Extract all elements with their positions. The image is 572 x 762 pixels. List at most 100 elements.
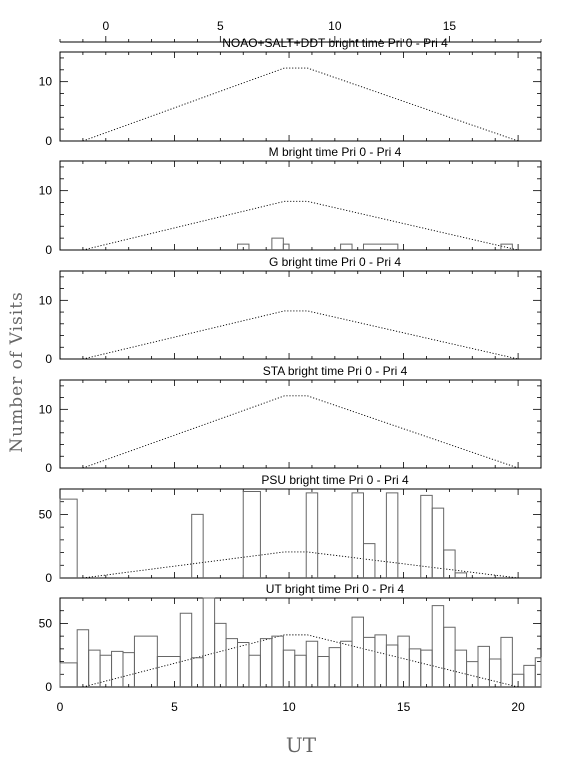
panel-frame	[59, 597, 542, 688]
histogram-bar	[408, 648, 422, 687]
histogram-bar	[362, 543, 376, 578]
histogram-bar	[351, 492, 364, 578]
histogram-bar	[523, 664, 536, 687]
histogram-bar	[477, 645, 490, 687]
y-tick-label: 0	[45, 243, 52, 257]
y-tick-label: 10	[39, 75, 53, 89]
histogram-bar	[340, 640, 353, 687]
histogram-bar	[443, 549, 456, 578]
top-axis-label: 0	[102, 19, 109, 33]
y-tick-label: 50	[39, 507, 53, 521]
histogram-bar	[385, 492, 399, 578]
histogram-bar	[305, 640, 319, 687]
series-line	[82, 67, 519, 142]
histogram-bar	[500, 243, 513, 250]
histogram-bar	[420, 649, 433, 687]
panel-frame	[59, 488, 542, 579]
figure-ylabel: Number of Visits	[7, 291, 27, 452]
panel-4: PSU bright time Pri 0 - Pri 4 0 50	[39, 473, 542, 585]
histogram-bar	[214, 622, 227, 687]
y-tick-label: 0	[45, 134, 52, 148]
histogram-bar	[59, 662, 78, 687]
top-axis-label: 15	[443, 19, 457, 33]
histogram-bar	[374, 634, 387, 687]
histogram-bar	[431, 605, 445, 687]
y-tick-label: 50	[39, 616, 53, 630]
histogram-bar	[133, 635, 158, 687]
panel-5: UT bright time Pri 0 - Pri 4 0 50	[39, 582, 542, 694]
histogram-bar	[328, 647, 342, 687]
series-line	[82, 395, 519, 469]
top-axis-label: 5	[217, 19, 224, 33]
histogram-bar	[454, 649, 468, 687]
panel-title: STA bright time Pri 0 - Pri 4	[263, 364, 408, 378]
y-tick-label: 10	[39, 293, 53, 307]
top-axis: 0 5 10 15	[59, 19, 542, 43]
histogram-bar	[225, 638, 239, 687]
histogram-bar	[191, 657, 204, 687]
histogram-bar	[500, 636, 513, 687]
histogram-bar	[420, 494, 433, 578]
bottom-axis-label: 20	[511, 700, 525, 714]
series-line	[82, 551, 519, 579]
histogram-bar	[259, 638, 273, 687]
histogram-bar	[59, 498, 78, 578]
histogram-bar	[202, 597, 216, 687]
panel-3: STA bright time Pri 0 - Pri 4 0 10	[39, 364, 542, 475]
panel-1: M bright time Pri 0 - Pri 4 0 10	[39, 145, 542, 257]
histogram-bar	[362, 243, 399, 250]
histogram-bar	[340, 243, 353, 250]
histogram-bar	[179, 612, 193, 687]
histogram-bar	[111, 650, 124, 687]
panel-frame	[59, 379, 542, 469]
series-line	[82, 200, 519, 251]
histogram-bar	[191, 513, 204, 578]
histogram-bar	[534, 657, 542, 687]
histogram-bar	[99, 654, 113, 687]
y-tick-label: 0	[45, 352, 52, 366]
bottom-axis-label: 15	[397, 700, 411, 714]
histogram-bar	[294, 654, 307, 687]
y-tick-label: 0	[45, 461, 52, 475]
bottom-axis-label: 0	[57, 700, 64, 714]
panel-title: NOAO+SALT+DDT bright time Pri 0 - Pri 4	[222, 36, 448, 50]
y-tick-label: 0	[45, 571, 52, 585]
figure-xlabel: UT	[286, 733, 317, 757]
histogram-bar	[271, 237, 284, 250]
histogram-bar	[237, 642, 250, 687]
histogram-bar	[282, 243, 290, 250]
panel-frame	[59, 270, 542, 360]
panel-frame	[59, 160, 542, 251]
histogram-bar	[351, 616, 364, 687]
panel-title: G bright time Pri 0 - Pri 4	[269, 255, 401, 269]
histogram-bar	[156, 655, 181, 687]
panels: NOAO+SALT+DDT bright time Pri 0 - Pri 4 0…	[39, 36, 542, 694]
histogram-bar	[443, 626, 456, 687]
histogram-bar	[305, 492, 319, 578]
histogram-bar	[88, 649, 101, 687]
histogram-bar	[122, 652, 135, 687]
y-tick-label: 10	[39, 184, 53, 198]
panel-title: UT bright time Pri 0 - Pri 4	[266, 582, 405, 596]
histogram-bar	[397, 635, 410, 687]
histogram-bar	[237, 243, 250, 250]
histogram-bar	[431, 507, 445, 578]
series-line	[82, 310, 519, 360]
histogram-bar	[362, 636, 376, 687]
histogram-bar	[242, 491, 261, 578]
histogram-bar	[385, 644, 399, 687]
bottom-axis-label: 10	[282, 700, 296, 714]
panel-0: NOAO+SALT+DDT bright time Pri 0 - Pri 4 0…	[39, 36, 542, 148]
histogram-bar	[248, 654, 261, 687]
histogram-bar	[76, 629, 90, 687]
top-axis-label: 10	[328, 19, 342, 33]
bottom-axis: 0 5 10 15 20	[57, 700, 525, 714]
y-tick-label: 0	[45, 680, 52, 694]
panel-frame	[59, 51, 542, 142]
panel-title: M bright time Pri 0 - Pri 4	[269, 145, 402, 159]
panel-2: G bright time Pri 0 - Pri 4 0 10	[39, 255, 542, 366]
panel-title: PSU bright time Pri 0 - Pri 4	[261, 473, 409, 487]
histogram-bar	[488, 658, 502, 687]
histogram-bar	[454, 572, 468, 578]
histogram-bar	[271, 635, 284, 687]
